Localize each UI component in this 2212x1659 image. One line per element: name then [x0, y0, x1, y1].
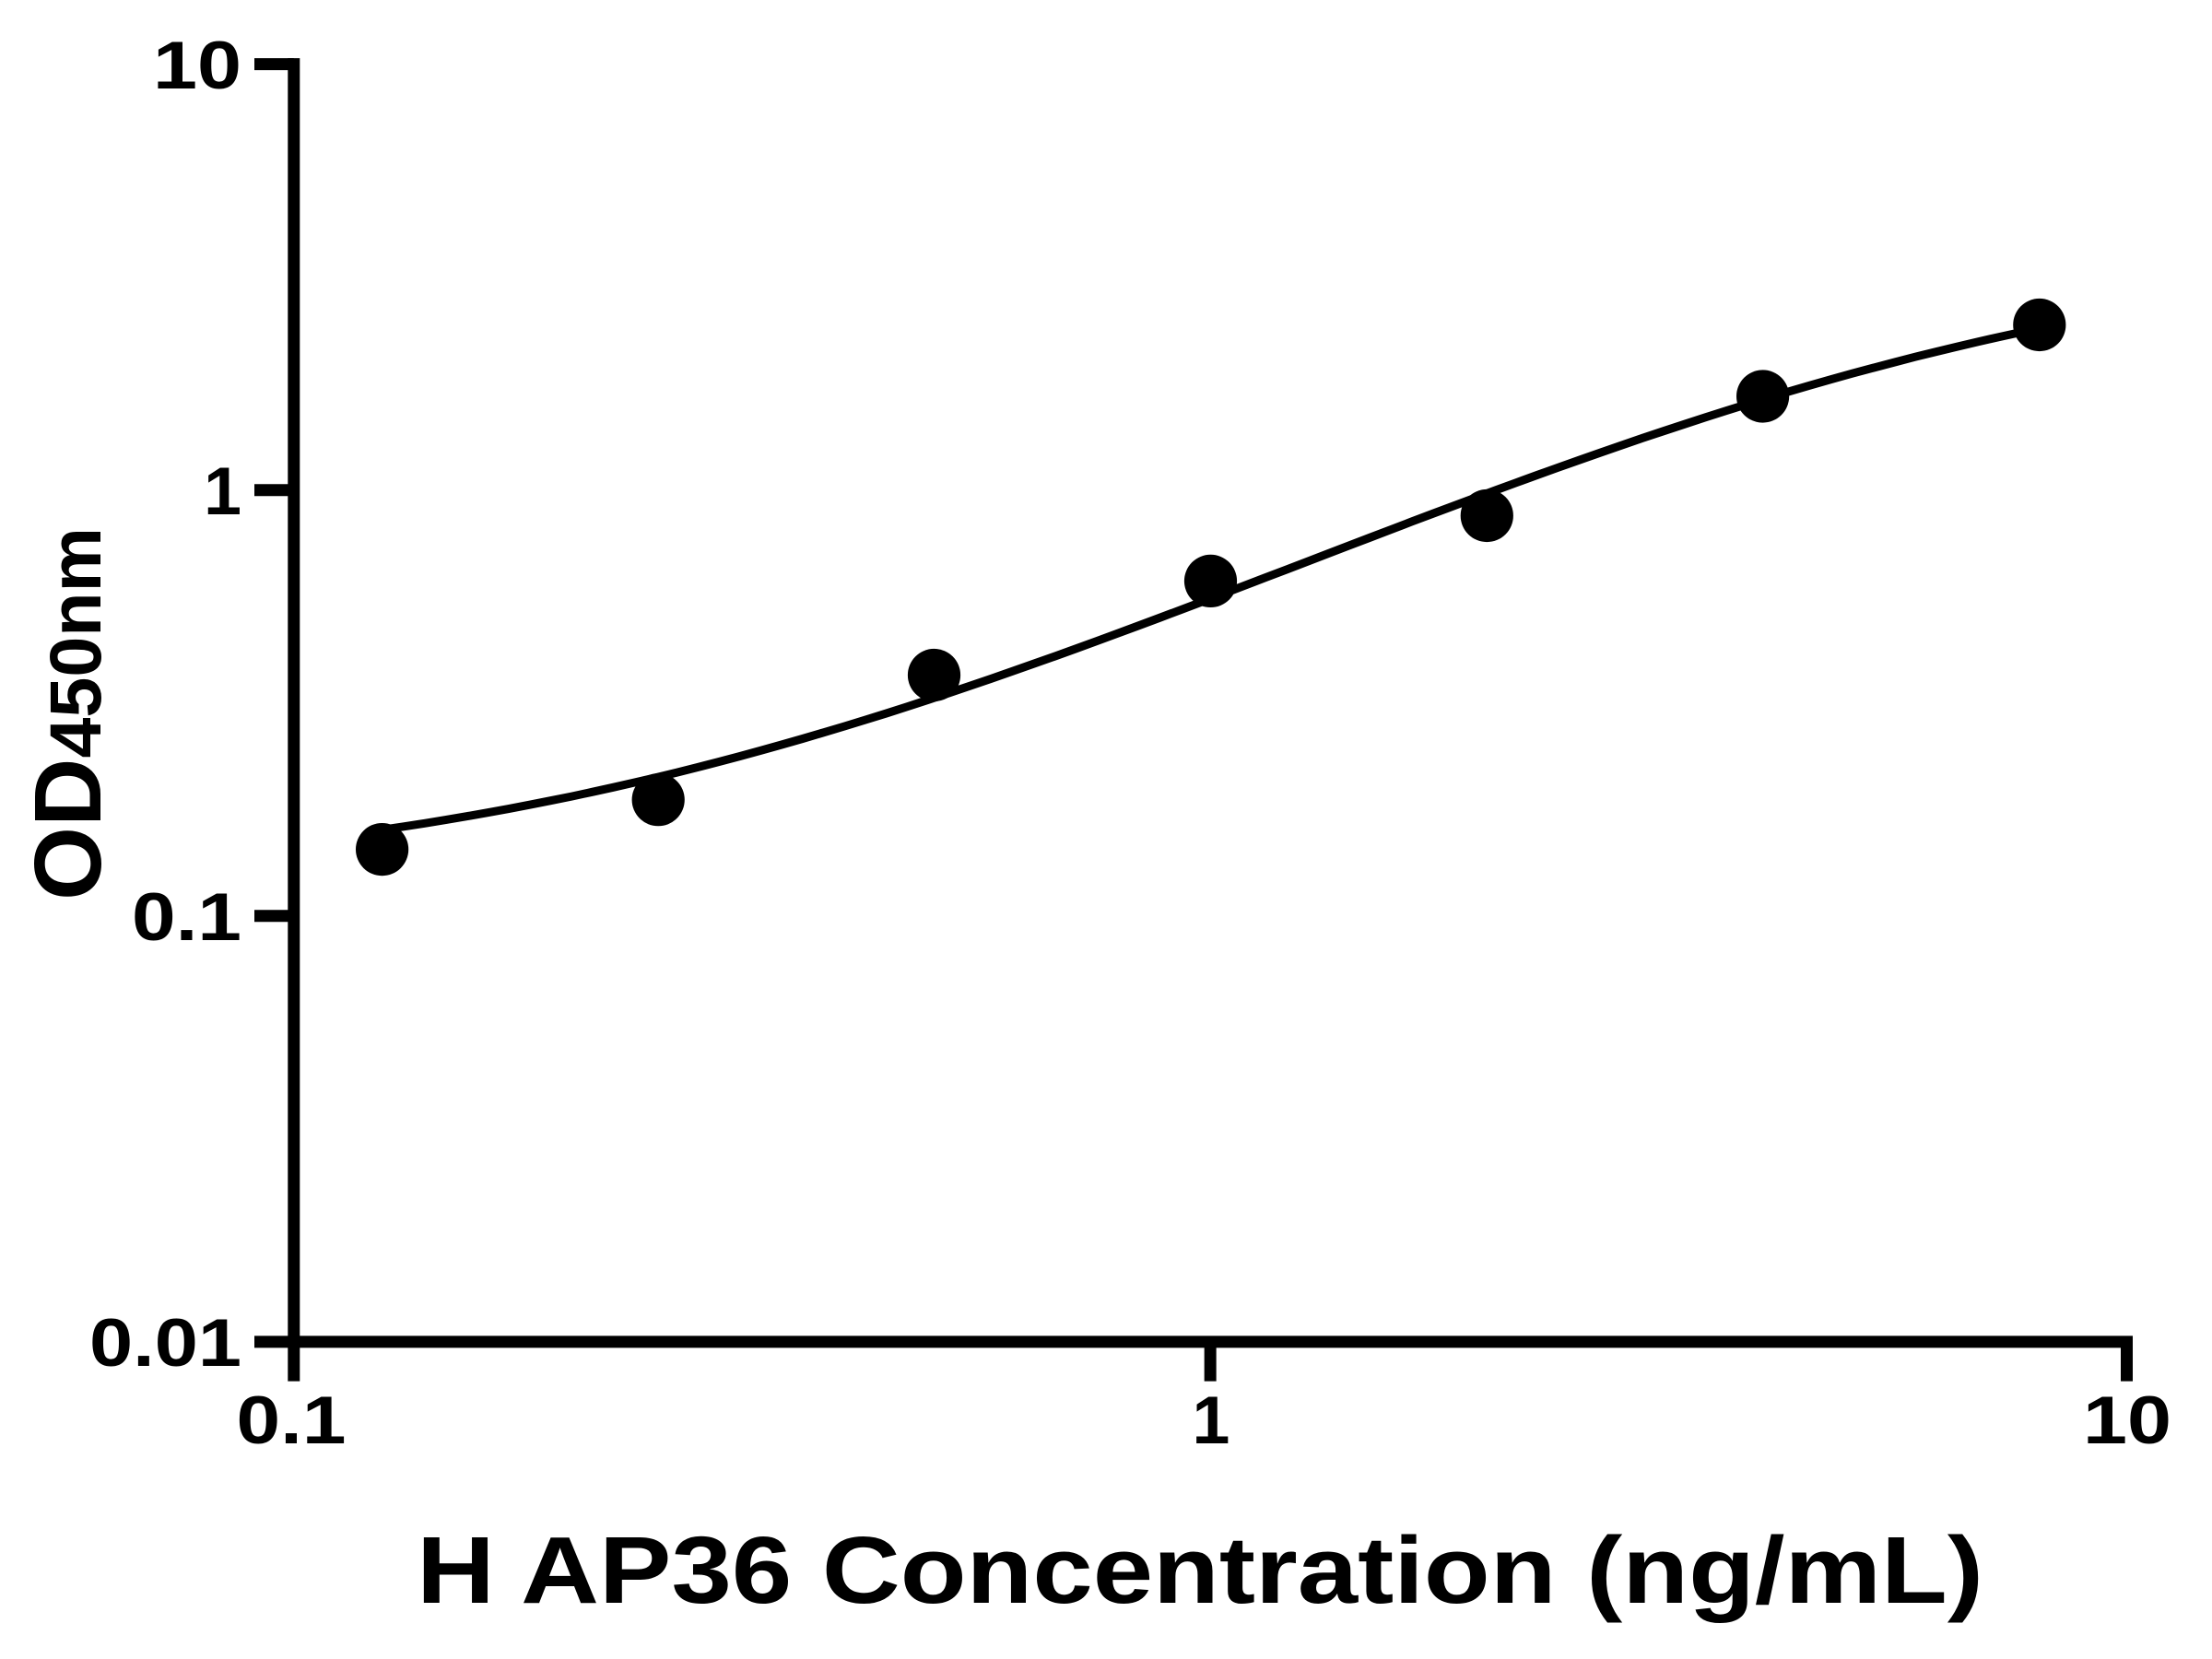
svg-text:H AP36 Concentration (ng/mL): H AP36 Concentration (ng/mL)	[417, 1517, 1983, 1623]
svg-text:0.01: 0.01	[89, 1304, 241, 1381]
svg-text:1: 1	[204, 453, 241, 529]
svg-text:10: 10	[2083, 1382, 2171, 1458]
svg-text:0.1: 0.1	[132, 878, 241, 955]
svg-text:10: 10	[153, 27, 241, 103]
svg-text:0.1: 0.1	[237, 1382, 347, 1458]
svg-text:1: 1	[1193, 1382, 1230, 1458]
